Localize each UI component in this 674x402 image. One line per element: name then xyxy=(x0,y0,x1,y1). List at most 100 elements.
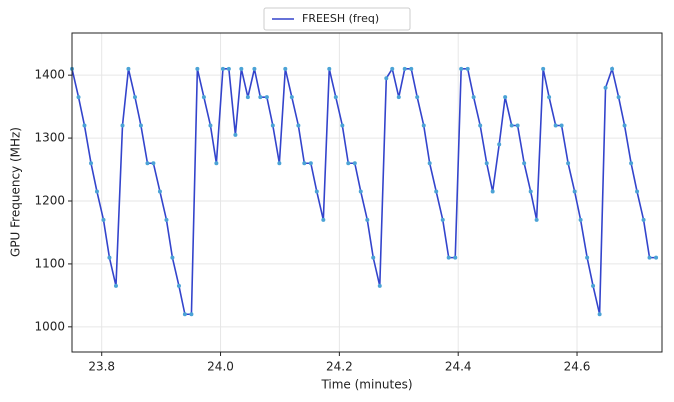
y-tick-label: 1100 xyxy=(34,256,65,270)
data-point xyxy=(94,189,99,194)
data-point xyxy=(189,312,194,317)
data-point xyxy=(170,255,175,260)
data-point xyxy=(101,217,106,222)
data-point xyxy=(578,217,583,222)
data-line xyxy=(71,65,657,316)
data-point xyxy=(396,95,401,100)
data-point xyxy=(647,255,652,260)
data-point xyxy=(120,123,125,128)
data-point xyxy=(226,66,231,71)
data-point xyxy=(572,189,577,194)
data-point xyxy=(333,95,338,100)
y-axis-label: GPU Frequency (MHz) xyxy=(9,127,23,257)
data-point xyxy=(497,142,502,147)
data-point xyxy=(616,95,621,100)
data-point xyxy=(654,255,659,260)
data-point xyxy=(151,161,156,166)
data-point xyxy=(245,95,250,100)
legend-box xyxy=(263,7,411,31)
data-point xyxy=(597,312,602,317)
data-point xyxy=(409,66,414,71)
data-point xyxy=(270,123,275,128)
data-point xyxy=(358,189,363,194)
data-point xyxy=(233,132,238,137)
data-point xyxy=(176,283,181,288)
data-point xyxy=(446,255,451,260)
y-tick-label: 1000 xyxy=(34,319,65,333)
x-tick-label: 24.2 xyxy=(326,360,353,374)
data-point xyxy=(107,255,112,260)
x-axis-label: Time (minutes) xyxy=(320,378,412,392)
legend-label: FREESH (freq) xyxy=(302,12,379,25)
data-point xyxy=(132,95,137,100)
data-point xyxy=(622,123,627,128)
data-point xyxy=(145,161,150,166)
data-point xyxy=(384,76,389,81)
y-tick-label: 1400 xyxy=(34,68,65,82)
x-tick-label: 23.8 xyxy=(88,360,115,374)
data-point xyxy=(610,66,615,71)
data-point xyxy=(352,161,357,166)
x-tick-label: 24.4 xyxy=(445,360,472,374)
data-point xyxy=(82,123,87,128)
data-point xyxy=(559,123,564,128)
data-point xyxy=(603,85,608,90)
data-point xyxy=(277,161,282,166)
data-point xyxy=(327,66,332,71)
data-point xyxy=(346,161,351,166)
data-point xyxy=(547,95,552,100)
data-point xyxy=(421,123,426,128)
data-point xyxy=(314,189,319,194)
data-point xyxy=(453,255,458,260)
legend: FREESH (freq) xyxy=(263,7,411,31)
x-tick-label: 24.6 xyxy=(564,360,591,374)
data-point xyxy=(89,161,94,166)
data-point xyxy=(126,66,131,71)
data-point xyxy=(471,95,476,100)
data-point xyxy=(195,66,200,71)
data-point xyxy=(164,217,169,222)
data-point xyxy=(377,283,382,288)
data-point xyxy=(459,66,464,71)
data-point xyxy=(371,255,376,260)
data-point xyxy=(528,189,533,194)
data-point xyxy=(220,66,225,71)
data-point xyxy=(585,255,590,260)
data-point xyxy=(440,217,445,222)
plot-frame xyxy=(71,32,663,353)
data-point xyxy=(264,95,269,100)
data-point xyxy=(522,161,527,166)
data-point xyxy=(434,189,439,194)
data-point xyxy=(490,189,495,194)
data-point xyxy=(365,217,370,222)
data-point xyxy=(283,66,288,71)
data-point xyxy=(629,161,634,166)
data-point xyxy=(390,66,395,71)
data-point xyxy=(484,161,489,166)
x-tick-label: 24.0 xyxy=(207,360,234,374)
data-point xyxy=(427,161,432,166)
data-point xyxy=(402,66,407,71)
data-point xyxy=(289,95,294,100)
data-point xyxy=(553,123,558,128)
data-point xyxy=(415,95,420,100)
data-point xyxy=(138,123,143,128)
data-point xyxy=(182,312,187,317)
data-point xyxy=(296,123,301,128)
data-point xyxy=(252,66,257,71)
data-point xyxy=(534,217,539,222)
data-point xyxy=(478,123,483,128)
data-point xyxy=(302,161,307,166)
data-point xyxy=(541,66,546,71)
data-point xyxy=(76,95,81,100)
data-point xyxy=(635,189,640,194)
data-point xyxy=(641,217,646,222)
data-point xyxy=(503,95,508,100)
data-point xyxy=(308,161,313,166)
data-point xyxy=(340,123,345,128)
data-point xyxy=(208,123,213,128)
data-point xyxy=(258,95,263,100)
y-tick-label: 1200 xyxy=(34,193,65,207)
data-point xyxy=(214,161,219,166)
